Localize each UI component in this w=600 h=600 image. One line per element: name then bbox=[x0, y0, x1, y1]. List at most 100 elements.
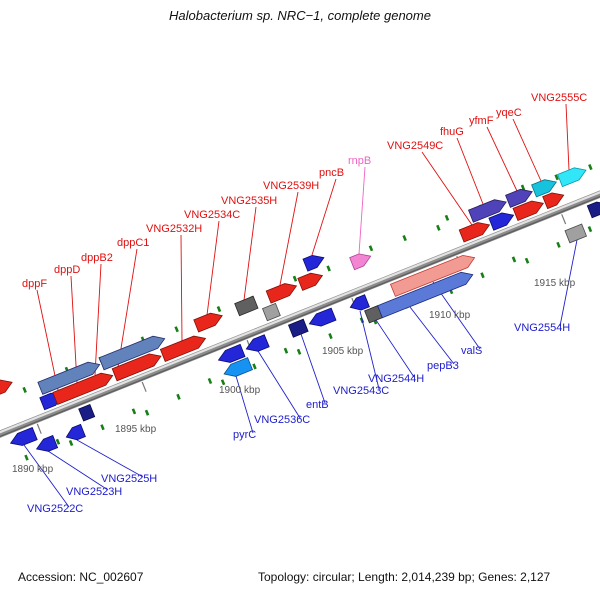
scale-major-tick bbox=[561, 214, 567, 225]
gene-glyph-cyan bbox=[531, 179, 557, 198]
gene-glyph-blue bbox=[217, 343, 246, 363]
gene-label-rnpB: rnpB bbox=[348, 155, 372, 167]
gene-glyph-steel bbox=[98, 335, 166, 371]
gene-label-VNG2535H: VNG2535H bbox=[221, 195, 278, 207]
minor-tick bbox=[22, 386, 27, 393]
genome-axis-shadow bbox=[0, 195, 600, 438]
leader-line-VNG2534C bbox=[206, 220, 220, 316]
gene-glyph-gray bbox=[564, 223, 588, 244]
minor-tick bbox=[174, 326, 179, 333]
scale-label-1895: 1895 kbp bbox=[115, 424, 157, 435]
minor-tick bbox=[296, 348, 302, 355]
minor-tick bbox=[131, 408, 137, 415]
genome-stats: Topology: circular; Length: 2,014,239 bp… bbox=[258, 570, 551, 584]
genome-axis bbox=[0, 190, 600, 438]
gene-glyph-blue bbox=[308, 307, 337, 327]
gene-label-dppC1: dppC1 bbox=[117, 237, 150, 249]
genome-axis-highlight bbox=[0, 191, 600, 434]
gene-glyph-gray bbox=[261, 302, 281, 322]
minor-tick bbox=[588, 164, 593, 171]
minor-tick bbox=[524, 257, 530, 264]
minor-tick bbox=[444, 214, 450, 221]
gene-glyph-red bbox=[111, 353, 162, 382]
scale-major-tick bbox=[36, 423, 42, 434]
gene-label-VNG2555C: VNG2555C bbox=[531, 92, 588, 104]
leader-line-yqeC bbox=[512, 118, 542, 182]
minor-tick bbox=[216, 306, 222, 313]
minor-tick bbox=[402, 235, 407, 242]
scale-label-1915: 1915 kbp bbox=[534, 278, 576, 289]
gene-label-VNG2522C: VNG2522C bbox=[27, 503, 84, 515]
leader-line-VNG2535H bbox=[243, 206, 257, 301]
minor-tick bbox=[68, 440, 74, 446]
gene-label-pncB: pncB bbox=[319, 167, 345, 179]
gene-glyph-red bbox=[265, 283, 298, 304]
leader-line-dppF bbox=[36, 289, 59, 391]
gene-glyph-cornflower bbox=[377, 271, 474, 319]
gene-glyph-steel bbox=[37, 361, 101, 395]
gene-label-VNG2539H: VNG2539H bbox=[263, 180, 320, 192]
minor-tick bbox=[520, 184, 526, 191]
gene-glyph-salmon bbox=[389, 254, 476, 297]
leader-line-dppD bbox=[70, 275, 78, 384]
gene-glyph-red bbox=[542, 192, 565, 210]
gene-label-yfmF: yfmF bbox=[469, 115, 494, 127]
gene-glyph-blue bbox=[245, 334, 270, 352]
gene-glyph-azure bbox=[223, 357, 254, 377]
minor-tick bbox=[587, 226, 593, 233]
gene-glyph-navy bbox=[287, 318, 309, 338]
gene-glyph-red bbox=[193, 312, 223, 333]
minor-tick bbox=[283, 347, 289, 354]
leader-line-VNG2525H bbox=[76, 439, 144, 478]
leader-line-VNG2523H bbox=[47, 450, 109, 491]
leader-line-VNG2536C bbox=[257, 350, 301, 419]
gene-label-VNG2534C: VNG2534C bbox=[184, 209, 241, 221]
minor-tick bbox=[252, 363, 257, 370]
minor-tick bbox=[207, 378, 213, 384]
scale-major-tick bbox=[141, 381, 147, 392]
gene-glyph-red bbox=[0, 379, 13, 395]
leader-line-VNG2544H bbox=[375, 319, 415, 378]
leader-line-rnpB bbox=[358, 166, 366, 255]
minor-tick bbox=[100, 424, 105, 431]
leader-line-pyrC bbox=[235, 375, 254, 434]
minor-tick bbox=[24, 454, 29, 461]
gene-glyph-red bbox=[52, 372, 114, 406]
leader-line-VNG2555C bbox=[565, 103, 570, 171]
gene-label-VNG2525H: VNG2525H bbox=[101, 473, 158, 485]
gene-label-valS: valS bbox=[461, 345, 483, 357]
minor-tick bbox=[220, 379, 226, 386]
leader-line-VNG2554H bbox=[559, 239, 578, 327]
gene-glyph-red bbox=[159, 335, 207, 363]
leader-line-VNG2522C bbox=[23, 444, 70, 508]
minor-tick bbox=[292, 275, 298, 282]
gene-glyph-purple bbox=[505, 188, 533, 208]
minor-tick bbox=[511, 256, 517, 263]
minor-tick bbox=[436, 224, 441, 231]
gene-glyph-navy bbox=[586, 201, 600, 219]
minor-tick bbox=[368, 245, 374, 252]
gene-glyph-pink bbox=[349, 253, 372, 271]
gene-label-VNG2543C: VNG2543C bbox=[333, 385, 390, 397]
gene-label-VNG2532H: VNG2532H bbox=[146, 223, 203, 235]
minor-tick bbox=[480, 272, 485, 279]
gene-label-fhuG: fhuG bbox=[440, 126, 464, 138]
leader-line-dppC1 bbox=[117, 248, 138, 368]
gene-glyph-brightcyan bbox=[557, 167, 587, 188]
gene-glyph-blue bbox=[65, 423, 86, 441]
leader-line-VNG2532H bbox=[180, 234, 183, 342]
scale-label-1890: 1890 kbp bbox=[12, 464, 54, 475]
gene-label-yqeC: yqeC bbox=[496, 107, 522, 119]
leader-line-dppB2 bbox=[94, 263, 102, 376]
gene-glyph-red bbox=[512, 200, 544, 222]
leader-line-pepB3 bbox=[409, 306, 455, 365]
gene-label-dppB2: dppB2 bbox=[81, 252, 113, 264]
gene-glyph-darkgray bbox=[234, 295, 259, 317]
minor-tick bbox=[55, 438, 61, 445]
gene-glyph-blue bbox=[302, 254, 325, 272]
page-title: Halobacterium sp. NRC−1, complete genome bbox=[169, 8, 431, 23]
gene-label-pyrC: pyrC bbox=[233, 429, 257, 441]
gene-glyph-red bbox=[458, 222, 491, 243]
gene-glyph-blue bbox=[35, 434, 59, 452]
